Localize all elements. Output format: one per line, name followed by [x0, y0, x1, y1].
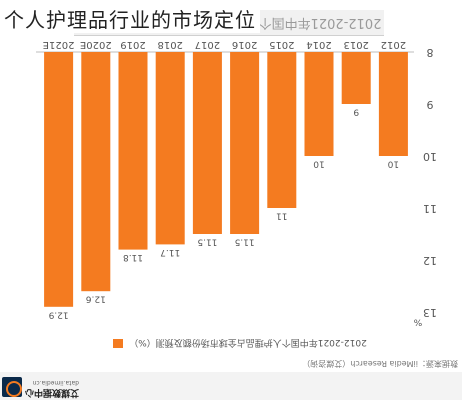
bar-2013 [341, 52, 371, 104]
brand-logo: 艾媒数据中心 data.iimedia.cn [2, 376, 82, 398]
data-label-2013: 9 [353, 107, 359, 117]
y-tick-label: 8 [427, 46, 434, 59]
y-tick-label: 11 [423, 202, 437, 215]
legend-label: 2012-2021年中国个人护理品占全球市场份额及预测（%） [129, 337, 367, 348]
data-label-2018: 11.7 [160, 247, 180, 257]
x-tick-label-2021E: 2021E [43, 40, 75, 50]
data-label-2019: 11.8 [123, 252, 143, 262]
logo-icon [2, 377, 22, 397]
x-tick-label-2020E: 2020E [80, 40, 112, 50]
y-unit-label: % [413, 317, 422, 327]
bar-2014 [304, 52, 334, 156]
legend-swatch [113, 339, 124, 349]
data-label-2021E: 12.9 [48, 309, 68, 319]
x-tick-label-2015: 2015 [269, 40, 294, 50]
data-label-2017: 11.5 [197, 237, 217, 247]
logo-subtext: data.iimedia.cn [32, 379, 80, 386]
page-title: 个人护理品行业的市场定位 [4, 4, 260, 33]
y-tick-label: 10 [423, 150, 437, 163]
data-label-2014: 10 [313, 159, 325, 169]
y-tick-label: 12 [423, 254, 437, 267]
data-label-2016: 11.5 [235, 237, 255, 247]
data-label-2020E: 12.6 [86, 294, 106, 304]
bar-2020E [81, 52, 111, 292]
bar-2019 [118, 52, 148, 250]
x-tick-label-2017: 2017 [195, 40, 220, 50]
y-tick-label: 13 [423, 306, 437, 319]
footer-band [0, 372, 462, 400]
bar-2015 [267, 52, 297, 208]
source-text: 数据来源：iiMedia Research（艾媒咨询） [302, 359, 458, 368]
x-tick-label-2014: 2014 [306, 40, 331, 50]
x-tick-label-2013: 2013 [343, 40, 368, 50]
data-label-2012: 10 [387, 159, 399, 169]
bar-2016 [230, 52, 260, 234]
bar-2012 [378, 52, 408, 156]
bar-2017 [192, 52, 222, 234]
bar-chart-svg: 8 9 10 11 12 13% 10 2012 9 2013 10 2014 11 2015 11.5 20… [36, 40, 437, 327]
y-tick-label: 9 [427, 98, 434, 111]
bar-chart: 8 9 10 11 12 13% 10 2012 9 2013 10 2014 11 2015 11.5 20… [0, 40, 462, 345]
source-note: 数据来源：iiMedia Research（艾媒咨询） [230, 356, 458, 370]
logo-text: 艾媒数据中心 [25, 387, 80, 397]
x-tick-label-2016: 2016 [232, 40, 257, 50]
x-tick-label-2012: 2012 [381, 40, 406, 50]
data-label-2015: 11 [276, 211, 287, 221]
bar-2021E [44, 52, 74, 307]
x-tick-label-2018: 2018 [157, 40, 182, 50]
chart-legend: 2012-2021年中国个人护理品占全球市场份额及预测（%） [90, 336, 390, 352]
x-tick-label-2019: 2019 [120, 40, 145, 50]
bar-2018 [155, 52, 185, 245]
